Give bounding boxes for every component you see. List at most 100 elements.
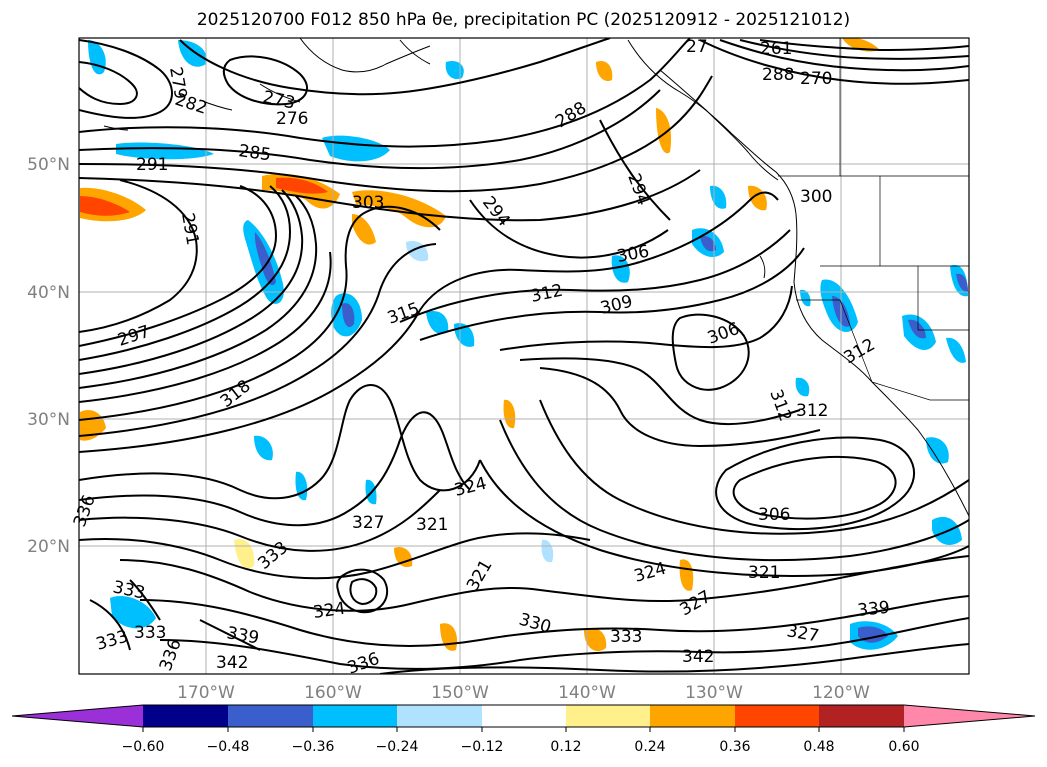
lat-labels: 50°N 40°N 30°N 20°N bbox=[27, 155, 70, 557]
border-line bbox=[871, 381, 969, 401]
contour-label: 303 bbox=[352, 193, 384, 213]
precip-blob bbox=[80, 196, 130, 216]
coastline bbox=[399, 39, 431, 65]
colorbar-segment bbox=[735, 705, 819, 727]
contour-line bbox=[419, 247, 805, 341]
contour-label: 339 bbox=[856, 598, 890, 621]
precip-blob bbox=[611, 255, 630, 283]
colorbar-tick-label: 0.60 bbox=[888, 739, 919, 755]
coastline bbox=[299, 38, 431, 73]
contour-line bbox=[199, 619, 261, 651]
colorbar-tick-label: −0.48 bbox=[207, 739, 250, 755]
contour-label: 291 bbox=[136, 155, 168, 175]
precip-blob bbox=[394, 546, 413, 568]
contour-line bbox=[139, 595, 969, 647]
lat-label: 40°N bbox=[27, 283, 70, 303]
precip-blob bbox=[503, 399, 516, 429]
contour-label: 327 bbox=[352, 513, 384, 533]
contour-line bbox=[336, 568, 389, 614]
colorbar-tick-label: 0.12 bbox=[550, 739, 581, 755]
contour-line bbox=[379, 643, 969, 674]
contour-line bbox=[89, 599, 131, 651]
contour-label: 324 bbox=[312, 599, 347, 623]
contour-line bbox=[79, 185, 278, 347]
contour-line bbox=[79, 532, 591, 580]
contour-line bbox=[79, 39, 173, 119]
contour-line bbox=[79, 251, 332, 403]
map-area: 279 282 273 276 285 291 288 291 303 294 … bbox=[70, 37, 970, 679]
contour-label: 342 bbox=[216, 653, 248, 673]
contour-line bbox=[79, 75, 713, 193]
precip-blob bbox=[956, 273, 968, 292]
colorbar-extend-right bbox=[904, 705, 1035, 727]
colorbar-tick-label: −0.60 bbox=[122, 739, 165, 755]
contour-line bbox=[179, 38, 611, 96]
colorbar-segment bbox=[819, 705, 904, 727]
coastline bbox=[199, 99, 233, 111]
precip-blob bbox=[254, 232, 276, 286]
contour-line bbox=[739, 39, 969, 60]
contour-line bbox=[79, 411, 471, 527]
contour-line bbox=[499, 285, 793, 351]
theta-e-contours bbox=[79, 38, 969, 674]
contour-labels: 279 282 273 276 285 291 288 291 303 294 … bbox=[70, 37, 891, 679]
contour-line bbox=[79, 61, 138, 106]
precip-blob bbox=[584, 628, 607, 652]
contour-line bbox=[469, 199, 669, 259]
contour-line bbox=[79, 38, 691, 148]
precip-blob bbox=[656, 108, 672, 154]
colorbar-tick-label: 0.24 bbox=[634, 739, 665, 755]
contour-label: 261 bbox=[760, 39, 792, 59]
lat-label: 30°N bbox=[27, 410, 70, 430]
contour-line bbox=[499, 419, 969, 562]
contour-line bbox=[79, 195, 318, 389]
borders bbox=[778, 38, 969, 401]
contour-line bbox=[539, 367, 821, 448]
precip-blob bbox=[700, 235, 716, 252]
contour-line bbox=[719, 39, 969, 72]
colorbar-tick-label: −0.12 bbox=[461, 739, 504, 755]
contour-line bbox=[222, 55, 308, 106]
contour-line bbox=[79, 189, 304, 375]
colorbar-segment bbox=[143, 705, 228, 727]
precip-blob bbox=[445, 60, 464, 80]
contour-line bbox=[79, 179, 198, 333]
precip-blob bbox=[926, 437, 949, 464]
precip-blob bbox=[254, 435, 273, 461]
precip-blob bbox=[116, 142, 214, 160]
contour-label: 342 bbox=[682, 647, 714, 667]
precip-blob bbox=[946, 337, 966, 363]
lon-label: 130°W bbox=[685, 683, 743, 703]
map-title: 2025120700 F012 850 hPa θe, precipitatio… bbox=[196, 10, 851, 30]
contour-line bbox=[79, 169, 701, 222]
precip-blob bbox=[426, 310, 449, 334]
contour-line bbox=[399, 229, 791, 323]
precip-blob bbox=[352, 214, 376, 245]
precip-blob bbox=[178, 40, 207, 67]
border-line bbox=[796, 299, 873, 383]
contour-label: 270 bbox=[800, 69, 832, 89]
contour-line bbox=[79, 89, 661, 170]
colorbar-segment bbox=[482, 705, 566, 727]
colorbar-segment bbox=[228, 705, 313, 727]
contour-label: 333 bbox=[134, 623, 166, 643]
contour-line bbox=[119, 555, 969, 612]
contour-line bbox=[349, 578, 378, 606]
coastlines bbox=[103, 38, 969, 517]
colorbar-segment bbox=[397, 705, 482, 727]
coastline bbox=[659, 69, 779, 181]
colorbar-tick-label: 0.48 bbox=[803, 739, 834, 755]
colorbar-ticks bbox=[142, 727, 905, 732]
colorbar-extend-left bbox=[12, 705, 143, 727]
contour-label: 333 bbox=[610, 627, 642, 647]
contour-line bbox=[539, 399, 969, 535]
contour-line bbox=[79, 243, 437, 437]
contour-label: 312 bbox=[796, 401, 828, 421]
contour-line bbox=[519, 357, 801, 426]
map-background bbox=[79, 38, 969, 674]
map-frame bbox=[78, 37, 970, 675]
lon-label: 170°W bbox=[177, 683, 235, 703]
contour-label: 288 bbox=[762, 65, 794, 85]
precip-blob bbox=[110, 596, 156, 629]
contour-label: 285 bbox=[237, 141, 272, 165]
